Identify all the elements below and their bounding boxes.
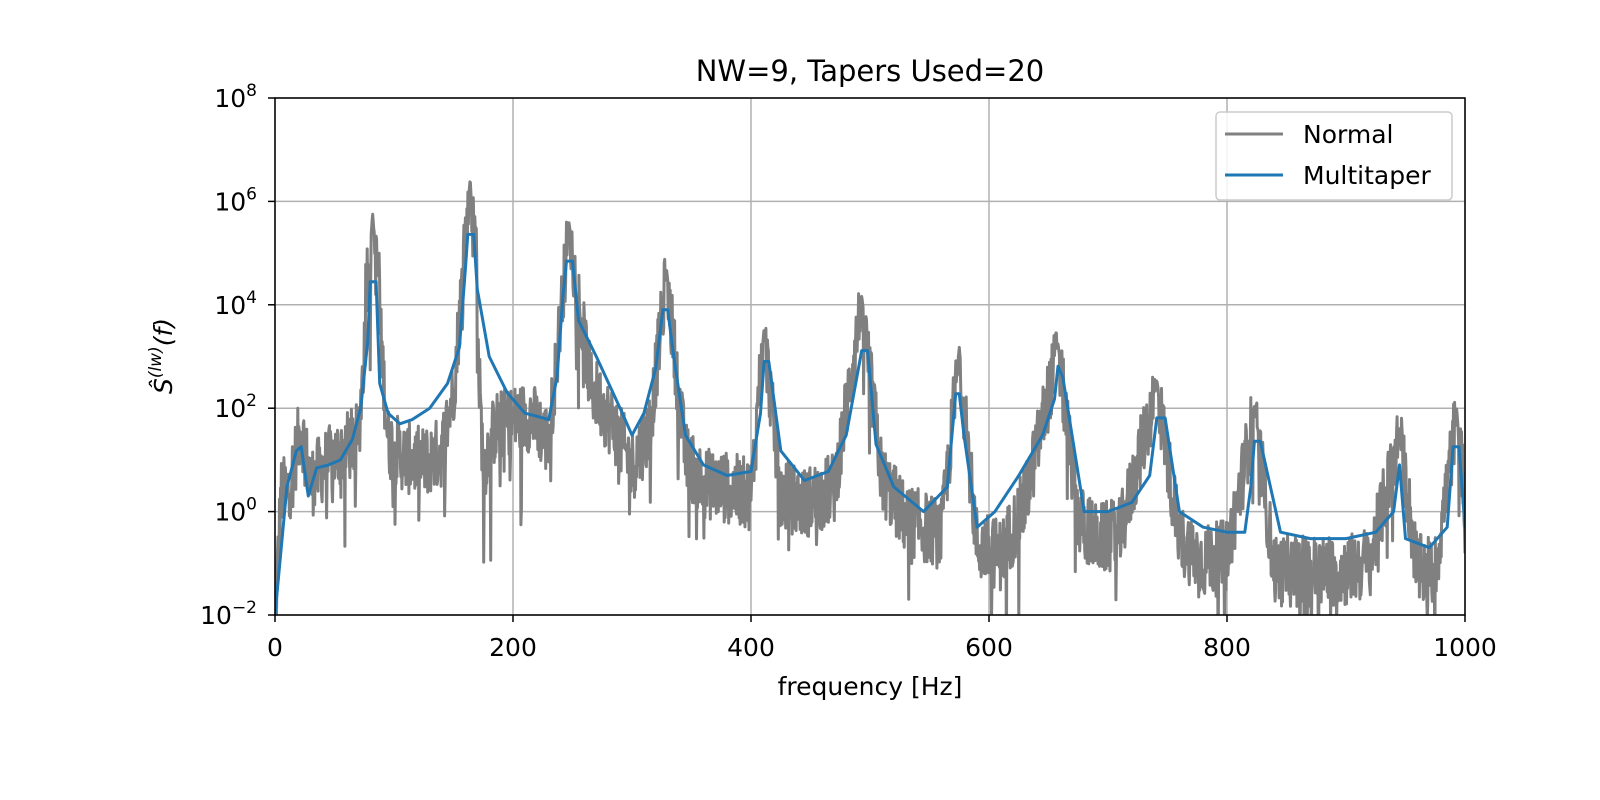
y-axis-label-superscript: (lw) (146, 346, 166, 378)
y-tick-exponent-2: 2 (246, 391, 257, 411)
legend-label-multitaper: Multitaper (1303, 161, 1431, 190)
y-axis-label-symbol: Ŝ (148, 378, 178, 394)
legend-label-normal: Normal (1303, 120, 1393, 149)
y-tick-base-1: 10 (214, 498, 246, 527)
x-axis-label: frequency [Hz] (778, 672, 963, 701)
x-tick-label-4: 800 (1203, 633, 1251, 662)
y-tick-base-0: 10 (200, 601, 232, 630)
y-tick-base-4: 10 (214, 187, 246, 216)
x-tick-label-5: 1000 (1433, 633, 1497, 662)
x-axis: 0 200 400 600 800 1000 (267, 615, 1497, 662)
y-tick-exponent-0: −2 (232, 598, 257, 618)
y-tick-base-3: 10 (214, 291, 246, 320)
series-layer (275, 180, 1465, 615)
y-tick-base-2: 10 (214, 394, 246, 423)
normal-series-line (275, 180, 1465, 615)
y-tick-label-4: 106 (214, 184, 257, 216)
x-tick-label-2: 400 (727, 633, 775, 662)
plot-frame (274, 97, 1466, 616)
multitaper-series-line (275, 232, 1465, 615)
y-tick-label-3: 104 (214, 288, 257, 320)
y-axis-label-argument: (f) (149, 318, 178, 346)
y-tick-exponent-1: 0 (246, 495, 257, 515)
y-tick-label-5: 108 (214, 81, 257, 113)
x-tick-label-0: 0 (267, 633, 283, 662)
chart-title: NW=9, Tapers Used=20 (696, 54, 1045, 88)
x-tick-label-3: 600 (965, 633, 1013, 662)
y-tick-label-2: 102 (214, 391, 257, 423)
legend: Normal Multitaper (1215, 111, 1453, 201)
y-tick-exponent-4: 6 (246, 184, 257, 204)
y-tick-exponent-3: 4 (246, 288, 257, 308)
y-axis-label: Ŝ(lw)(f) (146, 318, 178, 394)
x-tick-label-1: 200 (489, 633, 537, 662)
y-tick-label-0: 10−2 (200, 598, 257, 630)
y-tick-label-1: 100 (214, 495, 257, 527)
y-tick-base-5: 10 (214, 84, 246, 113)
plot-area (275, 180, 1465, 615)
y-tick-exponent-5: 8 (246, 81, 257, 101)
